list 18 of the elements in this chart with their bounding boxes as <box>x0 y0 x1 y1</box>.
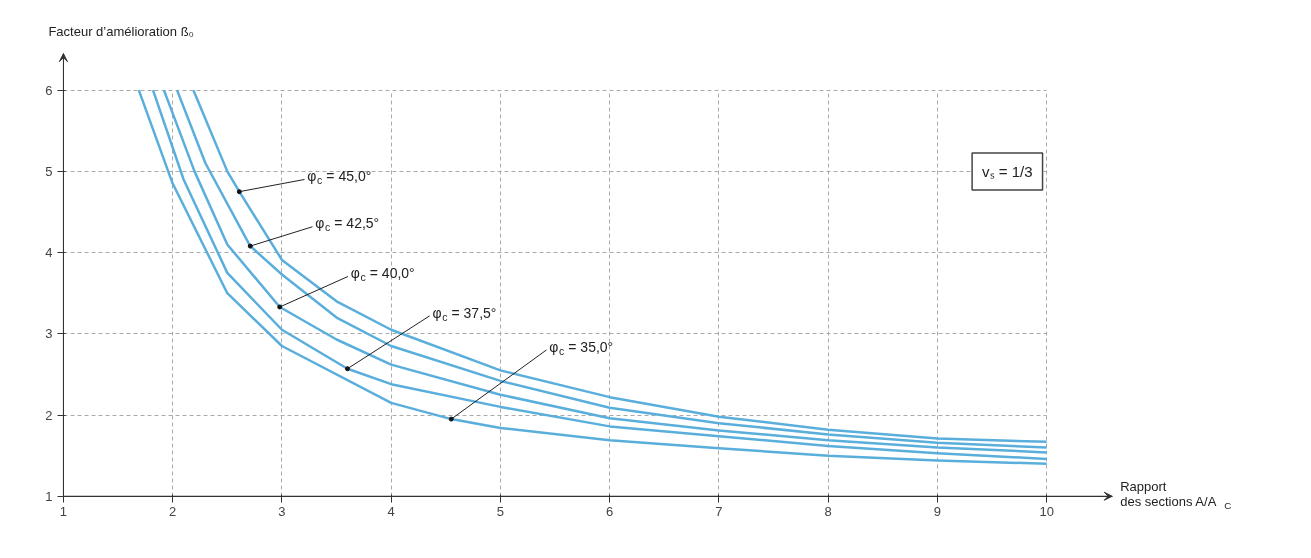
x-tick-label: 4 <box>387 504 395 520</box>
x-tick-label: 9 <box>933 504 942 520</box>
annotation: vₛ = 1/3 <box>982 162 1033 180</box>
x-tick-label: 5 <box>496 504 505 520</box>
x-tick-label: 6 <box>606 504 614 520</box>
y-tick-label: 4 <box>45 245 53 261</box>
x-tick-label: 3 <box>278 504 286 520</box>
x-tick-label: 2 <box>169 504 177 520</box>
y-axis-title: Facteur d’amélioration ß₀ <box>48 24 194 40</box>
x-tick-label: 8 <box>824 504 832 520</box>
x-tick-label: 7 <box>715 504 723 520</box>
y-tick-label: 5 <box>45 163 53 179</box>
x-tick-label: 1 <box>59 504 68 520</box>
x-tick-label: 10 <box>1039 504 1054 520</box>
y-tick-label: 3 <box>45 326 53 342</box>
y-tick-label: 2 <box>45 407 53 423</box>
y-tick-label: 1 <box>45 488 53 504</box>
y-tick-label: 6 <box>45 82 53 98</box>
